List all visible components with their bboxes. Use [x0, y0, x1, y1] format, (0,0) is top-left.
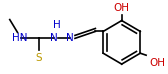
Text: HN: HN: [12, 33, 27, 43]
Text: OH: OH: [114, 3, 130, 13]
Text: N: N: [50, 33, 57, 43]
Text: OH: OH: [149, 58, 165, 68]
Text: H: H: [53, 20, 60, 30]
Text: N: N: [66, 33, 74, 43]
Text: S: S: [36, 53, 42, 63]
